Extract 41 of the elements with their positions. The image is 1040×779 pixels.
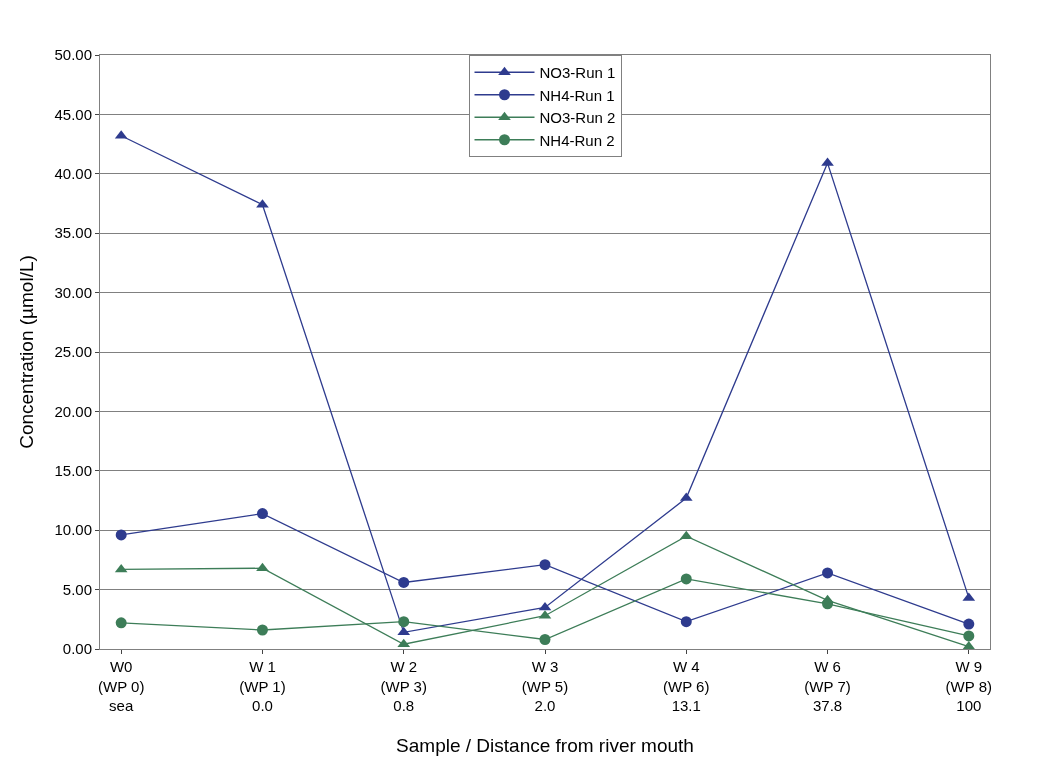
point [963,630,975,642]
x-tick-label: W 2 (WP 3) 0.8 [380,658,427,714]
point [115,617,127,629]
legend-label: NO3-Run 2 [539,109,616,127]
x-tick-label: W 9 (WP 8) 100 [945,658,993,714]
point [539,634,551,645]
y-tick-label: 40.00 [54,165,92,183]
point [963,618,975,630]
legend-label: NH4-Run 1 [539,86,615,104]
point [680,573,692,585]
y-tick-label: 50.00 [54,46,92,64]
point [114,563,128,573]
y-tick-label: 45.00 [54,105,92,123]
point [680,616,692,628]
point [256,624,268,636]
x-tick-label: W 3 (WP 5) 2.0 [521,658,569,714]
point [539,559,551,571]
y-tick-label: 35.00 [54,224,92,242]
y-tick-label: 0.00 [62,640,92,658]
legend-label: NH4-Run 2 [539,131,615,149]
point [115,529,127,541]
point [822,567,834,579]
y-tick-label: 5.00 [62,580,92,598]
x-tick-label: W 6 (WP 7) 37.8 [804,658,851,714]
point [256,508,268,520]
y-tick-label: 30.00 [54,283,92,301]
y-tick-label: 20.00 [54,402,92,420]
legend-label: NO3-Run 1 [539,64,616,82]
x-tick-label: W 4 (WP 6) 13.1 [663,658,710,714]
point [398,576,410,588]
point [822,598,834,610]
x-axis-title: Sample / Distance from river mouth [396,734,694,756]
x-tick-label: W 1 (WP 1) 0.0 [239,658,286,714]
y-tick-label: 10.00 [54,521,92,539]
y-tick-label: 15.00 [54,462,92,480]
point [398,616,410,628]
point [538,601,552,611]
point [397,626,411,636]
y-tick-label: 25.00 [54,343,92,361]
y-axis-title: Concentration (µmol/L) [16,255,38,449]
x-tick-label: W0 (WP 0) sea [97,658,145,714]
